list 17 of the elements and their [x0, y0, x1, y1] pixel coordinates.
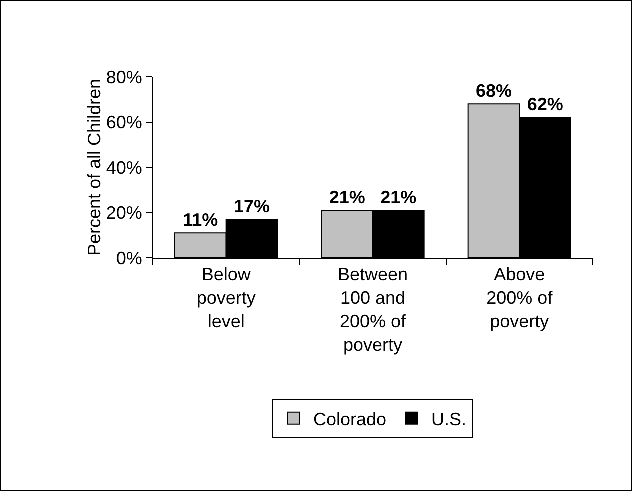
legend-label: U.S.: [432, 409, 467, 430]
x-tick-label: Below poverty level: [196, 264, 256, 332]
y-tick-label: 80%: [106, 67, 142, 88]
x-tick-label: Above 200% of poverty: [486, 264, 554, 332]
y-tick-label: 40%: [106, 158, 142, 178]
y-axis-title: Percent of all Children: [84, 78, 104, 256]
data-label: 11%: [183, 210, 218, 230]
y-tick-label: 0%: [116, 248, 142, 268]
y-tick-label: 20%: [106, 203, 142, 224]
data-label: 68%: [476, 81, 512, 102]
data-label: 62%: [527, 94, 564, 115]
x-tick-label: Between 100 and 200% of poverty: [338, 264, 408, 355]
data-label: 21%: [380, 187, 417, 208]
data-label: 21%: [329, 187, 366, 208]
data-label: 17%: [234, 196, 270, 217]
legend-label: Colorado: [314, 409, 387, 430]
y-tick-label: 60%: [106, 112, 142, 133]
